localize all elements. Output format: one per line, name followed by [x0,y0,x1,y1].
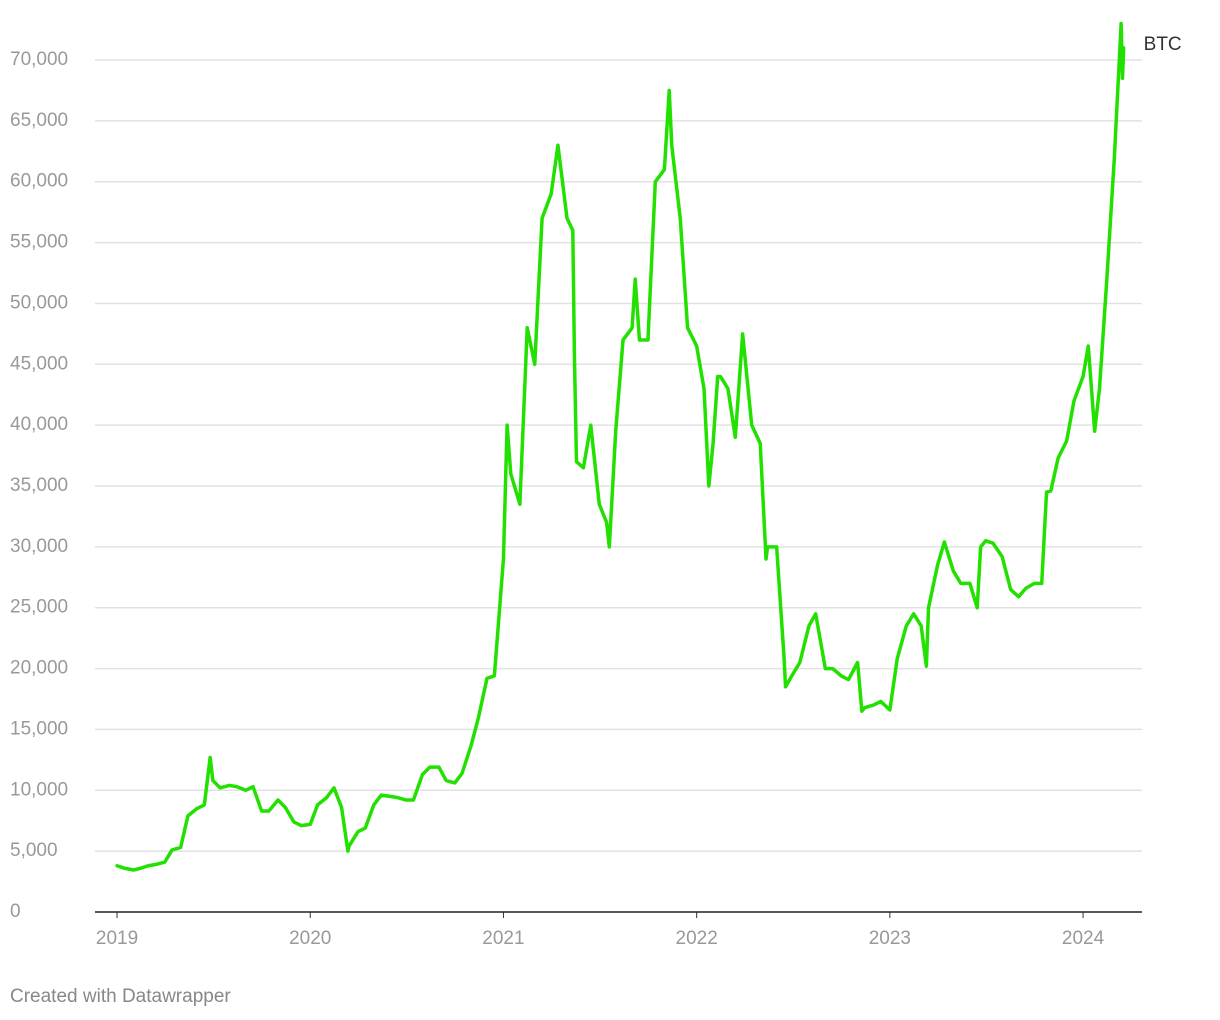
y-tick-label: 30,000 [10,536,68,557]
x-tick-label: 2019 [96,928,138,949]
series-line [115,21,1126,872]
x-tick-label: 2022 [676,928,718,949]
y-tick-label: 50,000 [10,292,68,313]
y-tick-label: 45,000 [10,353,68,374]
x-tick-label: 2020 [289,928,331,949]
y-tick-label: 70,000 [10,49,68,70]
y-tick-label: 25,000 [10,597,68,618]
series-label: BTC [1144,34,1182,55]
y-tick-label: 10,000 [10,779,68,800]
y-tick-label: 35,000 [10,475,68,496]
y-tick-label: 20,000 [10,658,68,679]
y-tick-label: 40,000 [10,414,68,435]
x-tick-label: 2021 [482,928,524,949]
x-tick-label: 2023 [869,928,911,949]
y-tick-label: 60,000 [10,171,68,192]
y-tick-label: 15,000 [10,718,68,739]
credit: Created with Datawrapper [10,986,231,1007]
y-tick-label: 0 [10,901,21,922]
x-tick-label: 2024 [1062,928,1105,949]
y-tick-label: 5,000 [10,840,58,861]
y-tick-label: 55,000 [10,232,68,253]
y-tick-label: 65,000 [10,110,68,131]
